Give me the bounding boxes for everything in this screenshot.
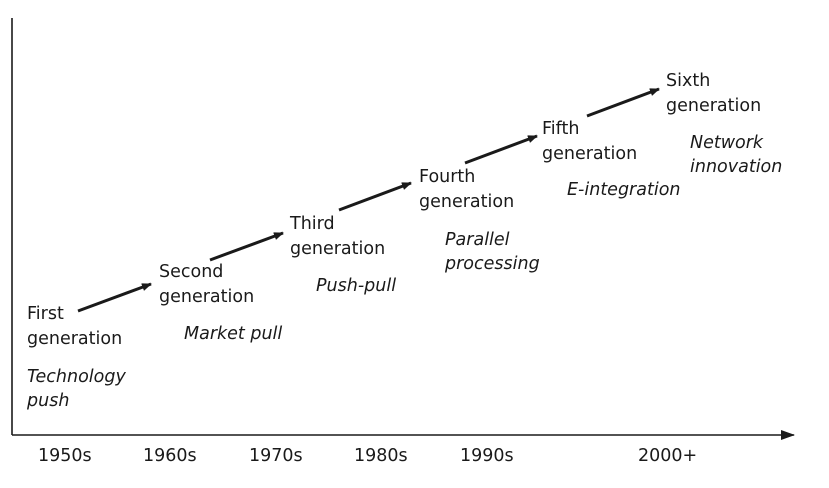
decade-label-1980s: 1980s [354,446,408,466]
generation-3-model: Push-pull [316,276,397,296]
progression-arrow-2 [209,231,284,262]
decade-label-1970s: 1970s [249,446,303,466]
generation-4-model: Parallel processing [445,230,540,274]
generation-1-title: First generation [27,304,123,349]
decade-label-2000-plus: 2000+ [638,446,698,466]
generation-2-model: Market pull [184,324,283,344]
generation-6-title: Sixth generation [666,71,762,116]
generation-6-model: Network innovation [690,133,783,177]
generation-5-title: Fifth generation [542,119,638,164]
progression-arrow-1 [77,282,152,313]
progression-arrow-5 [586,87,660,118]
decade-label-1960s: 1960s [143,446,197,466]
decade-label-1950s: 1950s [38,446,92,466]
generation-5-model: E-integration [567,180,681,200]
decade-label-1990s: 1990s [460,446,514,466]
progression-arrow-4 [464,134,538,165]
generation-4-title: Fourth generation [419,167,515,212]
generation-1-model: Technology push [27,367,126,411]
generation-2-title: Second generation [159,262,255,307]
generation-3-title: Third generation [290,214,386,259]
progression-arrow-3 [338,181,412,212]
